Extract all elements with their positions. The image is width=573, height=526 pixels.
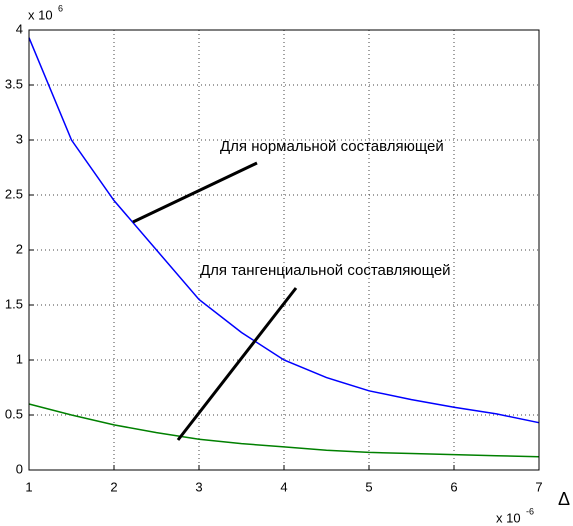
x-axis-label: Δ xyxy=(558,489,570,509)
annotation-pointer xyxy=(132,161,258,224)
y-tick-label: 3.5 xyxy=(5,76,23,91)
y-tick-label: 3 xyxy=(16,131,23,146)
y-tick-label: 0 xyxy=(16,461,23,476)
y-multiplier: x 10 xyxy=(28,7,53,22)
x-multiplier: x 10 xyxy=(496,510,521,525)
data-line xyxy=(28,37,540,424)
y-tick-label: 2.5 xyxy=(5,186,23,201)
y-multiplier-exponent: 6 xyxy=(58,3,63,13)
y-tick-label: 0.5 xyxy=(5,406,23,421)
y-tick-label: 1.5 xyxy=(5,296,23,311)
x-tick-label: 1 xyxy=(25,479,32,494)
y-tick-label: 2 xyxy=(16,241,23,256)
annotation: Для нормальной составляющей xyxy=(220,138,444,155)
x-tick-label: 5 xyxy=(365,479,372,494)
lines xyxy=(28,37,540,458)
y-tick-label: 1 xyxy=(16,351,23,366)
x-tick-label: 2 xyxy=(110,479,117,494)
x-tick-label: 3 xyxy=(195,479,202,494)
annotation: Для тангенциальной составляющей xyxy=(200,262,451,279)
x-tick-label: 7 xyxy=(535,479,542,494)
x-tick-label: 4 xyxy=(280,479,287,494)
annotation-pointer xyxy=(176,287,298,441)
x-multiplier-exponent: -6 xyxy=(526,506,534,516)
data-line xyxy=(28,403,540,458)
x-tick-label: 6 xyxy=(450,479,457,494)
y-tick-label: 4 xyxy=(16,21,23,36)
